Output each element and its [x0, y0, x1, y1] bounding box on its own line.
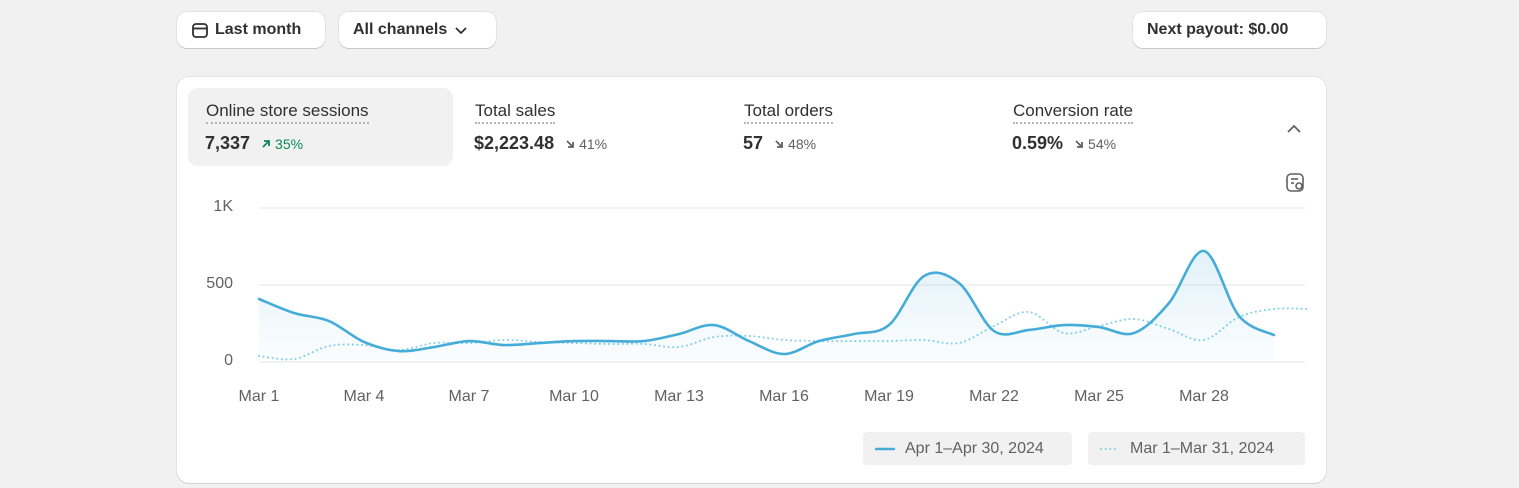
- payout-label: Next payout: $0.00: [1147, 21, 1289, 38]
- date-button[interactable]: Last month: [177, 12, 325, 48]
- analytics-card: 0 500 1K Mar 1 Mar 4 Mar 7 Mar 10 Mar 13 Mar 16 M…: [177, 77, 1326, 483]
- arrow-path: [1075, 139, 1083, 148]
- metric-value: $2,223.48: [474, 133, 555, 153]
- x-tick-label: Mar 13: [654, 388, 704, 405]
- metric-change: 41%: [564, 136, 607, 152]
- metric-tile: Online store sessions 7,337 35%: [188, 88, 453, 166]
- collapse-icon[interactable]: [1284, 119, 1304, 139]
- change-arrow: [1075, 139, 1083, 148]
- change-arrow: [775, 139, 783, 148]
- date-label: Last month: [215, 21, 302, 38]
- metric-value-row: $2,223.48 41%: [474, 133, 607, 154]
- change-text: 54%: [1088, 135, 1117, 152]
- metric-title: Total orders: [744, 101, 833, 124]
- metric-change: 54%: [1073, 136, 1116, 152]
- metric-title: Total sales: [475, 101, 556, 124]
- x-tick-label: Mar 7: [449, 388, 490, 405]
- metric-change: 48%: [773, 136, 816, 152]
- metric-value: 0.59%: [1012, 133, 1064, 153]
- inspect-icon[interactable]: [1285, 172, 1307, 194]
- x-tick-label: Mar 4: [344, 388, 385, 405]
- metric-change: 35%: [260, 136, 303, 152]
- legend-item: Apr 1–Apr 30, 2024: [863, 432, 1072, 465]
- arrow-path: [566, 139, 574, 148]
- x-tick-label: Mar 16: [759, 388, 809, 405]
- metric-tile: Total sales $2,223.48 41%: [457, 88, 722, 166]
- arrow-path: [262, 139, 270, 148]
- change-text: 41%: [579, 135, 608, 152]
- series-line: [257, 249, 1276, 356]
- metric-value-row: 0.59% 54%: [1012, 133, 1116, 154]
- metric-value: 57: [743, 133, 764, 153]
- metric-value: 7,337: [205, 133, 251, 153]
- channel-label: All channels: [353, 21, 448, 38]
- chevron-icon: [455, 27, 467, 35]
- y-tick-label: 0: [224, 352, 233, 369]
- channel-button[interactable]: All channels: [339, 12, 496, 48]
- legend-swatch: [1100, 447, 1120, 450]
- x-tick-label: Mar 25: [1074, 388, 1124, 405]
- metric-value-row: 57 48%: [743, 133, 816, 154]
- metric-title: Conversion rate: [1013, 101, 1134, 124]
- change-text: 35%: [275, 135, 304, 152]
- x-tick-label: Mar 1: [239, 388, 280, 405]
- x-tick-label: Mar 22: [969, 388, 1019, 405]
- legend-swatch: [875, 447, 895, 450]
- y-tick-label: 500: [206, 275, 233, 292]
- metric-tile: Total orders 57 48%: [726, 88, 991, 166]
- payout-button[interactable]: Next payout: $0.00: [1133, 12, 1326, 48]
- legend-label: Mar 1–Mar 31, 2024: [1130, 439, 1275, 457]
- series-line: [258, 307, 1310, 361]
- change-text: 48%: [788, 135, 817, 152]
- legend-item: Mar 1–Mar 31, 2024: [1088, 432, 1305, 465]
- arrow-path: [775, 139, 783, 148]
- metric-value-row: 7,337 35%: [205, 133, 303, 154]
- x-tick-label: Mar 10: [549, 388, 599, 405]
- x-tick-label: Mar 19: [864, 388, 914, 405]
- series-area: [259, 250, 1274, 362]
- change-arrow: [262, 139, 270, 148]
- chart: 0 500 1K Mar 1 Mar 4 Mar 7 Mar 10 Mar 13 Mar 16 M…: [206, 198, 1310, 405]
- metric-tile: Conversion rate 0.59% 54%: [995, 88, 1260, 166]
- metric-title: Online store sessions: [206, 101, 369, 124]
- legend-label: Apr 1–Apr 30, 2024: [905, 439, 1044, 457]
- change-arrow: [566, 139, 574, 148]
- y-tick-label: 1K: [213, 198, 233, 215]
- x-tick-label: Mar 28: [1179, 388, 1229, 405]
- calendar-icon: [192, 23, 208, 38]
